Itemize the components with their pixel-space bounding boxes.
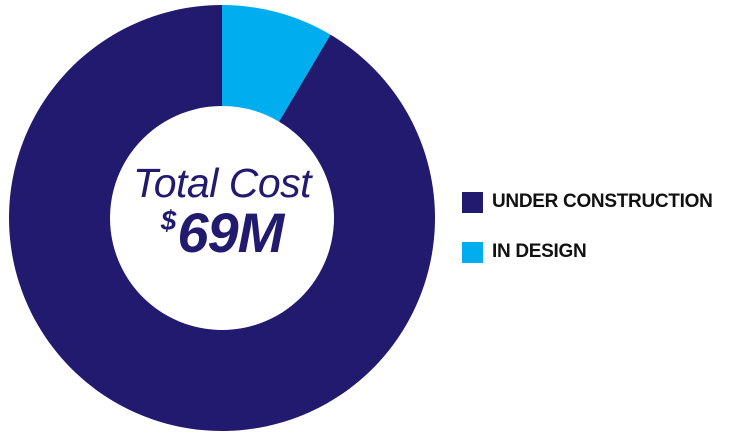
legend-swatch-under-construction [462,191,483,213]
legend-item-under-construction: UNDER CONSTRUCTION [462,188,713,216]
slice-in-design [222,5,331,122]
legend: UNDER CONSTRUCTION IN DESIGN [462,188,713,288]
slice-under-construction [9,5,436,432]
center-value-currency: $ [160,205,177,236]
center-value-amount: 69M [177,201,284,264]
legend-label-under-construction: UNDER CONSTRUCTION [492,191,713,212]
center-value: $69M [122,200,322,265]
legend-item-in-design: IN DESIGN [462,238,713,266]
center-title: Total Cost [132,160,312,206]
legend-label-in-design: IN DESIGN [492,241,587,262]
legend-swatch-in-design [462,241,483,263]
